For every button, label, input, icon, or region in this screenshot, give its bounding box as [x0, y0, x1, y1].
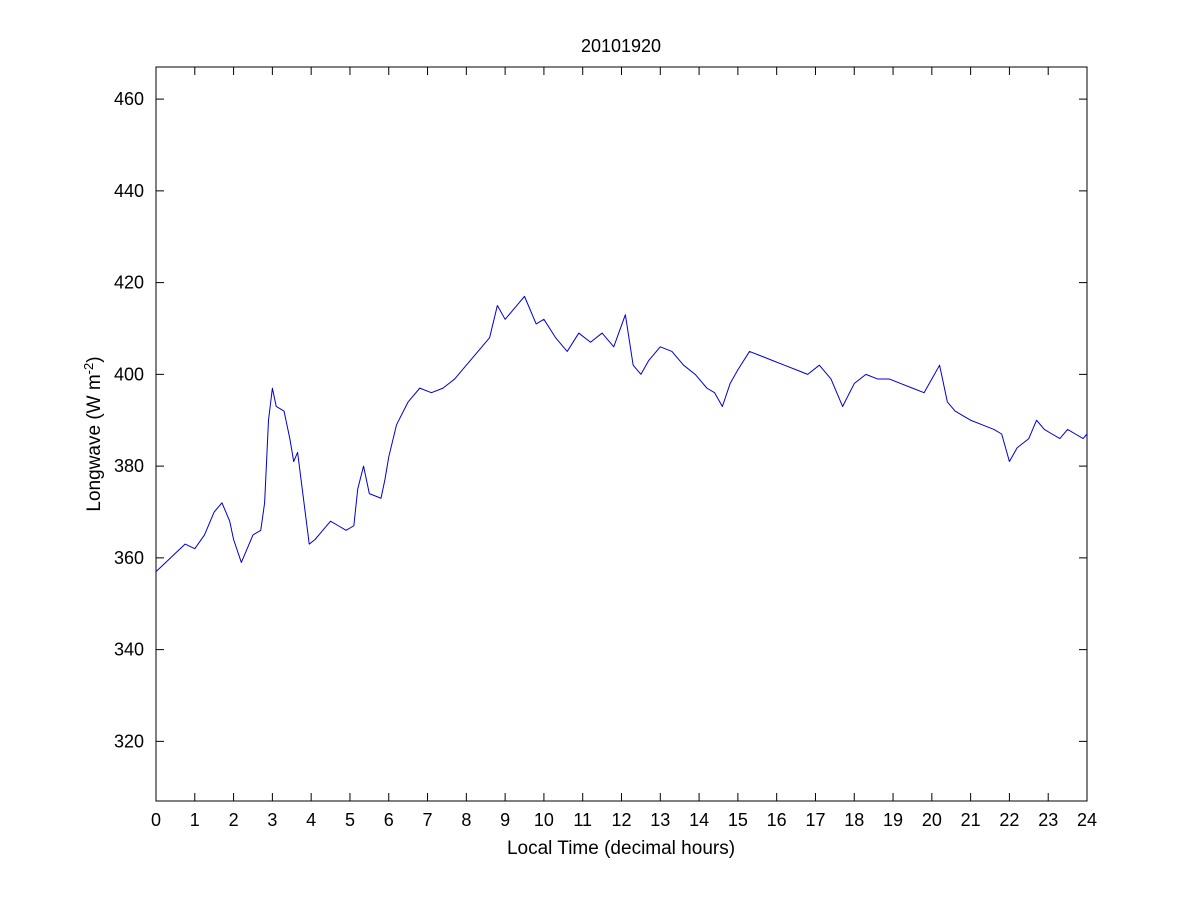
x-tick-label: 7: [423, 810, 433, 830]
x-tick-label: 5: [345, 810, 355, 830]
y-tick-label: 440: [114, 181, 144, 201]
y-axis-label-superscript: -2: [81, 363, 96, 375]
x-tick-label: 15: [728, 810, 748, 830]
x-tick-label: 13: [650, 810, 670, 830]
x-tick-label: 11: [573, 810, 592, 830]
x-tick-label: 9: [500, 810, 510, 830]
y-tick-label: 400: [114, 364, 144, 384]
y-tick-label: 460: [114, 89, 144, 109]
x-tick-label: 23: [1038, 810, 1058, 830]
x-tick-label: 19: [883, 810, 903, 830]
x-tick-label: 17: [805, 810, 825, 830]
y-tick-label: 340: [114, 640, 144, 660]
x-tick-label: 3: [267, 810, 277, 830]
y-tick-label: 320: [114, 731, 144, 751]
x-tick-label: 24: [1077, 810, 1097, 830]
x-tick-label: 4: [306, 810, 316, 830]
y-tick-label: 420: [114, 273, 144, 293]
x-axis-label: Local Time (decimal hours): [507, 838, 735, 859]
y-axis-label: Longwave (W m-2): [81, 356, 105, 511]
y-axis-label-main: Longwave (W m: [84, 374, 105, 511]
x-tick-label: 6: [384, 810, 394, 830]
x-tick-label: 21: [961, 810, 981, 830]
x-tick-label: 14: [689, 810, 709, 830]
x-tick-label: 12: [611, 810, 631, 830]
ticks-layer: [155, 67, 1088, 801]
x-tick-label: 0: [151, 810, 161, 830]
x-tick-label: 10: [534, 810, 554, 830]
x-tick-label: 2: [229, 810, 239, 830]
x-tick-label: 16: [767, 810, 787, 830]
y-axis-label-close: ): [84, 356, 105, 362]
x-tick-label: 22: [999, 810, 1019, 830]
y-tick-label: 380: [114, 456, 144, 476]
series-line: [155, 295, 1088, 572]
x-tick-label: 8: [461, 810, 471, 830]
x-tick-label: 20: [922, 810, 942, 830]
x-tick-label: 18: [844, 810, 864, 830]
chart-title: 20101920: [581, 36, 661, 56]
x-tick-label: 1: [190, 810, 200, 830]
axes-frame: [155, 66, 1088, 802]
y-tick-label: 360: [114, 548, 144, 568]
series-layer: [155, 295, 1088, 572]
tick-labels-layer: 0 1 2 3 4 5 6 7 8 9 10 11 12 13 14 15 16 17 18 19 20 21 22 23 24…: [114, 89, 1097, 830]
